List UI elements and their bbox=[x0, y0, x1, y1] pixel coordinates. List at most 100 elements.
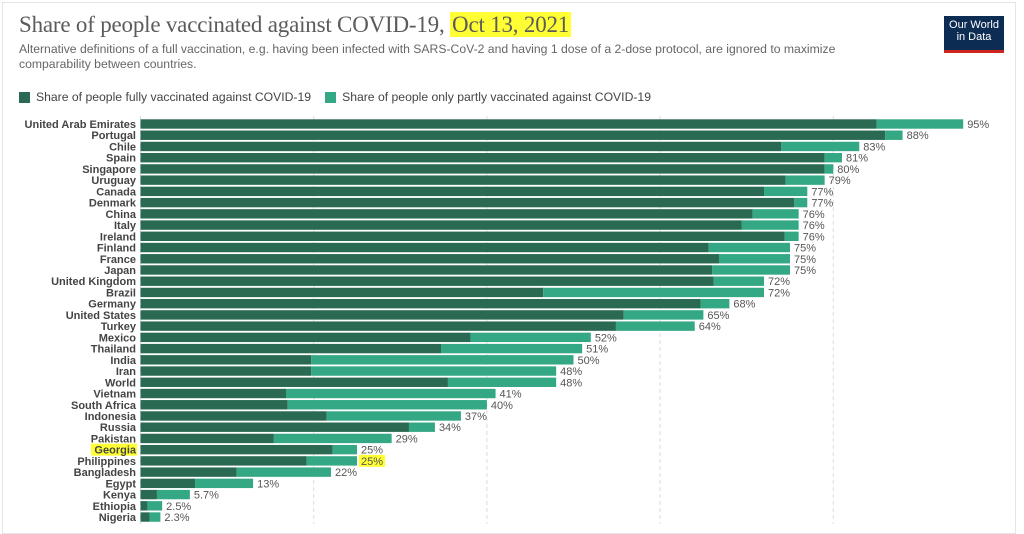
bar-full-nigeria[interactable] bbox=[140, 512, 150, 522]
bar-partial-china[interactable] bbox=[752, 209, 799, 219]
bar-full-brazil[interactable] bbox=[140, 287, 544, 298]
bar-full-turkey[interactable] bbox=[140, 321, 616, 331]
bar-partial-turkey[interactable] bbox=[615, 321, 695, 331]
value-highlight bbox=[359, 454, 385, 467]
bar-partial-finland[interactable] bbox=[708, 242, 790, 253]
owid-logo[interactable]: Our World in Data bbox=[944, 16, 1004, 53]
bar-full-vietnam[interactable] bbox=[140, 388, 286, 399]
bar-partial-spain[interactable] bbox=[824, 152, 842, 163]
bar-partial-nigeria[interactable] bbox=[149, 512, 161, 522]
bar-partial-united-states[interactable] bbox=[623, 310, 704, 320]
bar-partial-thailand[interactable] bbox=[441, 343, 583, 354]
bar-partial-france[interactable] bbox=[718, 254, 790, 264]
country-label: United States bbox=[66, 310, 136, 322]
bar-full-bangladesh[interactable] bbox=[140, 467, 237, 477]
bar-full-kenya[interactable] bbox=[140, 489, 157, 500]
bar-full-ethiopia[interactable] bbox=[140, 501, 148, 511]
bar-partial-japan[interactable] bbox=[712, 265, 790, 275]
bar-partial-portugal[interactable] bbox=[885, 130, 903, 140]
bar-full-canada[interactable] bbox=[140, 186, 765, 197]
bar-partial-iran[interactable] bbox=[311, 366, 557, 376]
value-label: 72% bbox=[768, 287, 790, 299]
bar-full-georgia[interactable] bbox=[140, 444, 333, 455]
bar-full-india[interactable] bbox=[140, 355, 312, 365]
bar-full-portugal[interactable] bbox=[140, 130, 886, 140]
bar-partial-philippines[interactable] bbox=[306, 456, 357, 466]
country-label: Ethiopia bbox=[93, 501, 137, 513]
bar-full-denmark[interactable] bbox=[140, 197, 795, 208]
country-label: Denmark bbox=[89, 198, 137, 210]
bar-partial-south-africa[interactable] bbox=[287, 400, 487, 410]
bar-full-singapore[interactable] bbox=[140, 164, 825, 174]
bar-partial-canada[interactable] bbox=[764, 186, 808, 197]
country-label: United Arab Emirates bbox=[25, 119, 136, 131]
bar-partial-russia[interactable] bbox=[408, 422, 435, 432]
bar-partial-vietnam[interactable] bbox=[285, 388, 496, 399]
bar-full-south-africa[interactable] bbox=[140, 400, 288, 410]
bar-partial-chile[interactable] bbox=[781, 141, 860, 152]
country-label: United Kingdom bbox=[51, 276, 136, 288]
country-label: Mexico bbox=[99, 332, 137, 344]
bar-partial-mexico[interactable] bbox=[470, 332, 591, 343]
bar-full-italy[interactable] bbox=[140, 220, 742, 230]
bar-full-united-kingdom[interactable] bbox=[140, 276, 714, 286]
value-label: 51% bbox=[586, 344, 608, 356]
bar-partial-ethiopia[interactable] bbox=[147, 501, 163, 511]
bar-full-russia[interactable] bbox=[140, 422, 409, 432]
bar-full-germany[interactable] bbox=[140, 298, 701, 309]
bar-partial-kenya[interactable] bbox=[156, 489, 190, 500]
bar-full-world[interactable] bbox=[140, 377, 448, 387]
value-label: 88% bbox=[907, 130, 929, 142]
country-label: France bbox=[100, 254, 136, 266]
bar-full-mexico[interactable] bbox=[140, 332, 471, 343]
bar-full-pakistan[interactable] bbox=[140, 433, 274, 444]
bar-partial-brazil[interactable] bbox=[543, 287, 765, 298]
bar-partial-india[interactable] bbox=[311, 355, 574, 365]
value-label: 50% bbox=[578, 355, 600, 367]
bar-partial-pakistan[interactable] bbox=[273, 433, 392, 444]
bar-partial-bangladesh[interactable] bbox=[236, 467, 332, 477]
bar-partial-singapore[interactable] bbox=[824, 164, 834, 174]
bar-full-egypt[interactable] bbox=[140, 478, 196, 489]
bar-full-united-arab-emirates[interactable] bbox=[140, 119, 877, 129]
country-label: Georgia bbox=[94, 445, 136, 457]
bar-partial-uruguay[interactable] bbox=[785, 175, 825, 185]
bar-full-france[interactable] bbox=[140, 254, 719, 264]
bar-full-philippines[interactable] bbox=[140, 456, 307, 466]
bar-partial-indonesia[interactable] bbox=[326, 411, 461, 421]
bar-partial-denmark[interactable] bbox=[794, 197, 808, 208]
country-label: Turkey bbox=[101, 321, 137, 333]
bar-full-finland[interactable] bbox=[140, 242, 709, 253]
bar-partial-georgia[interactable] bbox=[332, 444, 357, 455]
bar-full-united-states[interactable] bbox=[140, 310, 624, 320]
bar-full-uruguay[interactable] bbox=[140, 175, 786, 185]
country-label: Vietnam bbox=[93, 389, 136, 401]
bar-partial-italy[interactable] bbox=[741, 220, 799, 230]
bar-full-china[interactable] bbox=[140, 209, 753, 219]
legend-item-full[interactable]: Share of people fully vaccinated against… bbox=[19, 90, 311, 104]
bar-partial-united-arab-emirates[interactable] bbox=[876, 119, 964, 129]
bar-full-japan[interactable] bbox=[140, 265, 713, 275]
bar-full-ireland[interactable] bbox=[140, 231, 785, 241]
value-label: 48% bbox=[560, 377, 582, 389]
bar-partial-united-kingdom[interactable] bbox=[713, 276, 765, 286]
bar-partial-germany[interactable] bbox=[700, 298, 730, 309]
bar-full-chile[interactable] bbox=[140, 141, 782, 152]
chart-title: Share of people vaccinated against COVID… bbox=[19, 12, 572, 38]
value-label: 68% bbox=[733, 299, 755, 311]
bar-full-spain[interactable] bbox=[140, 152, 825, 163]
country-label: South Africa bbox=[71, 400, 137, 412]
bar-full-iran[interactable] bbox=[140, 366, 312, 376]
bar-partial-egypt[interactable] bbox=[195, 478, 254, 489]
bar-full-indonesia[interactable] bbox=[140, 411, 327, 421]
legend-item-partial[interactable]: Share of people only partly vaccinated a… bbox=[325, 90, 651, 104]
country-label: Spain bbox=[106, 153, 136, 165]
value-label: 76% bbox=[803, 220, 825, 232]
bar-full-thailand[interactable] bbox=[140, 343, 442, 354]
bar-partial-world[interactable] bbox=[447, 377, 557, 387]
value-label: 64% bbox=[699, 321, 721, 333]
country-label: Portugal bbox=[91, 130, 136, 142]
value-label: 65% bbox=[707, 310, 729, 322]
country-label: India bbox=[110, 355, 137, 367]
bar-partial-ireland[interactable] bbox=[784, 231, 799, 241]
